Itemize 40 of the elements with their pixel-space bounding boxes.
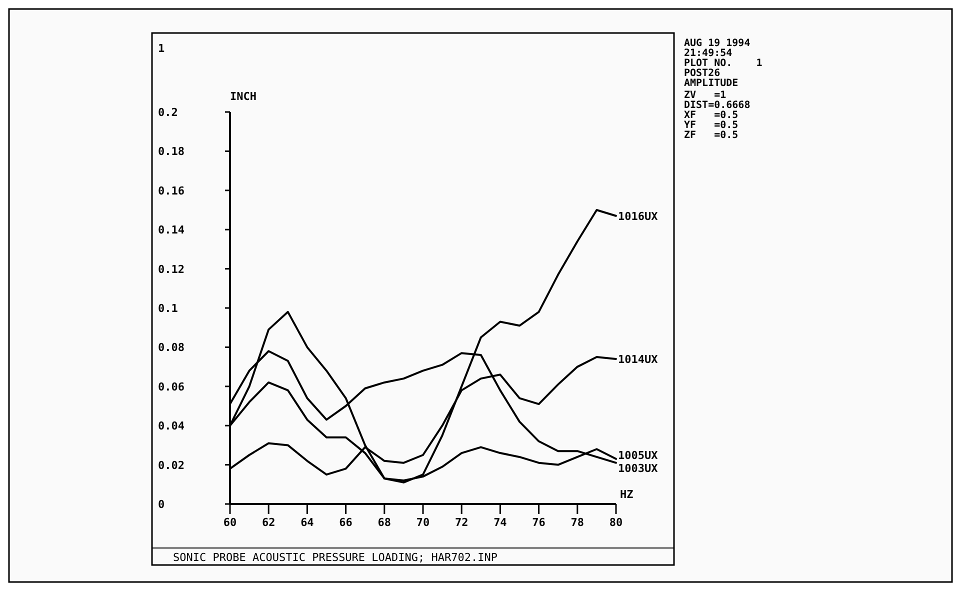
x-tick-label: 72	[454, 516, 468, 529]
text: POST26	[684, 68, 720, 79]
text: ZV =1	[684, 90, 726, 101]
x-tick-label: 70	[416, 516, 430, 529]
x-tick-label: 62	[262, 516, 276, 529]
y-tick-label: 0.08	[158, 341, 184, 354]
y-tick-label: 0.06	[158, 380, 185, 394]
series-label: 1003UX	[618, 462, 658, 475]
x-tick-label: 80	[609, 516, 623, 529]
y-tick-label: 0	[158, 498, 165, 511]
text: AUG 19 1994	[684, 38, 750, 49]
y-tick-label: 0.1	[158, 302, 178, 315]
text: SONIC PROBE ACOUSTIC PRESSURE LOADING; HAR702.INP	[173, 551, 498, 564]
y-tick-label: 0.12	[158, 262, 184, 276]
y-tick-label: 0.14	[158, 224, 185, 237]
series-label: 1005UX	[618, 448, 658, 462]
x-tick-label: 68	[378, 516, 392, 529]
x-tick-label: 74	[494, 516, 508, 529]
y-tick-label: 0.02	[158, 458, 184, 472]
text: YF =0.5	[684, 120, 738, 131]
y-tick-label: 0.18	[158, 145, 184, 158]
text: ZF =0.5	[684, 130, 738, 141]
y-tick-label: 0.2	[158, 106, 178, 119]
text: AMPLITUDE	[684, 78, 738, 89]
x-tick-label: 76	[532, 516, 546, 529]
x-tick-label: 66	[339, 516, 353, 529]
text: 21:49:54	[684, 48, 732, 59]
y-axis-title: INCH	[230, 90, 256, 103]
series-label: 1016UX	[618, 210, 658, 223]
text: DIST=0.6668	[684, 100, 750, 111]
x-tick-label: 78	[570, 516, 584, 529]
text: PLOT NO. 1	[684, 58, 762, 69]
x-tick-label: 60	[223, 516, 237, 529]
text: XF =0.5	[684, 110, 738, 121]
x-axis-title: HZ	[620, 488, 634, 501]
series-label: 1014UX	[618, 352, 658, 366]
y-tick-label: 0.04	[158, 420, 185, 433]
y-tick-label: 0.16	[158, 184, 185, 198]
text: 1	[158, 42, 165, 55]
x-tick-label: 64	[300, 516, 314, 529]
